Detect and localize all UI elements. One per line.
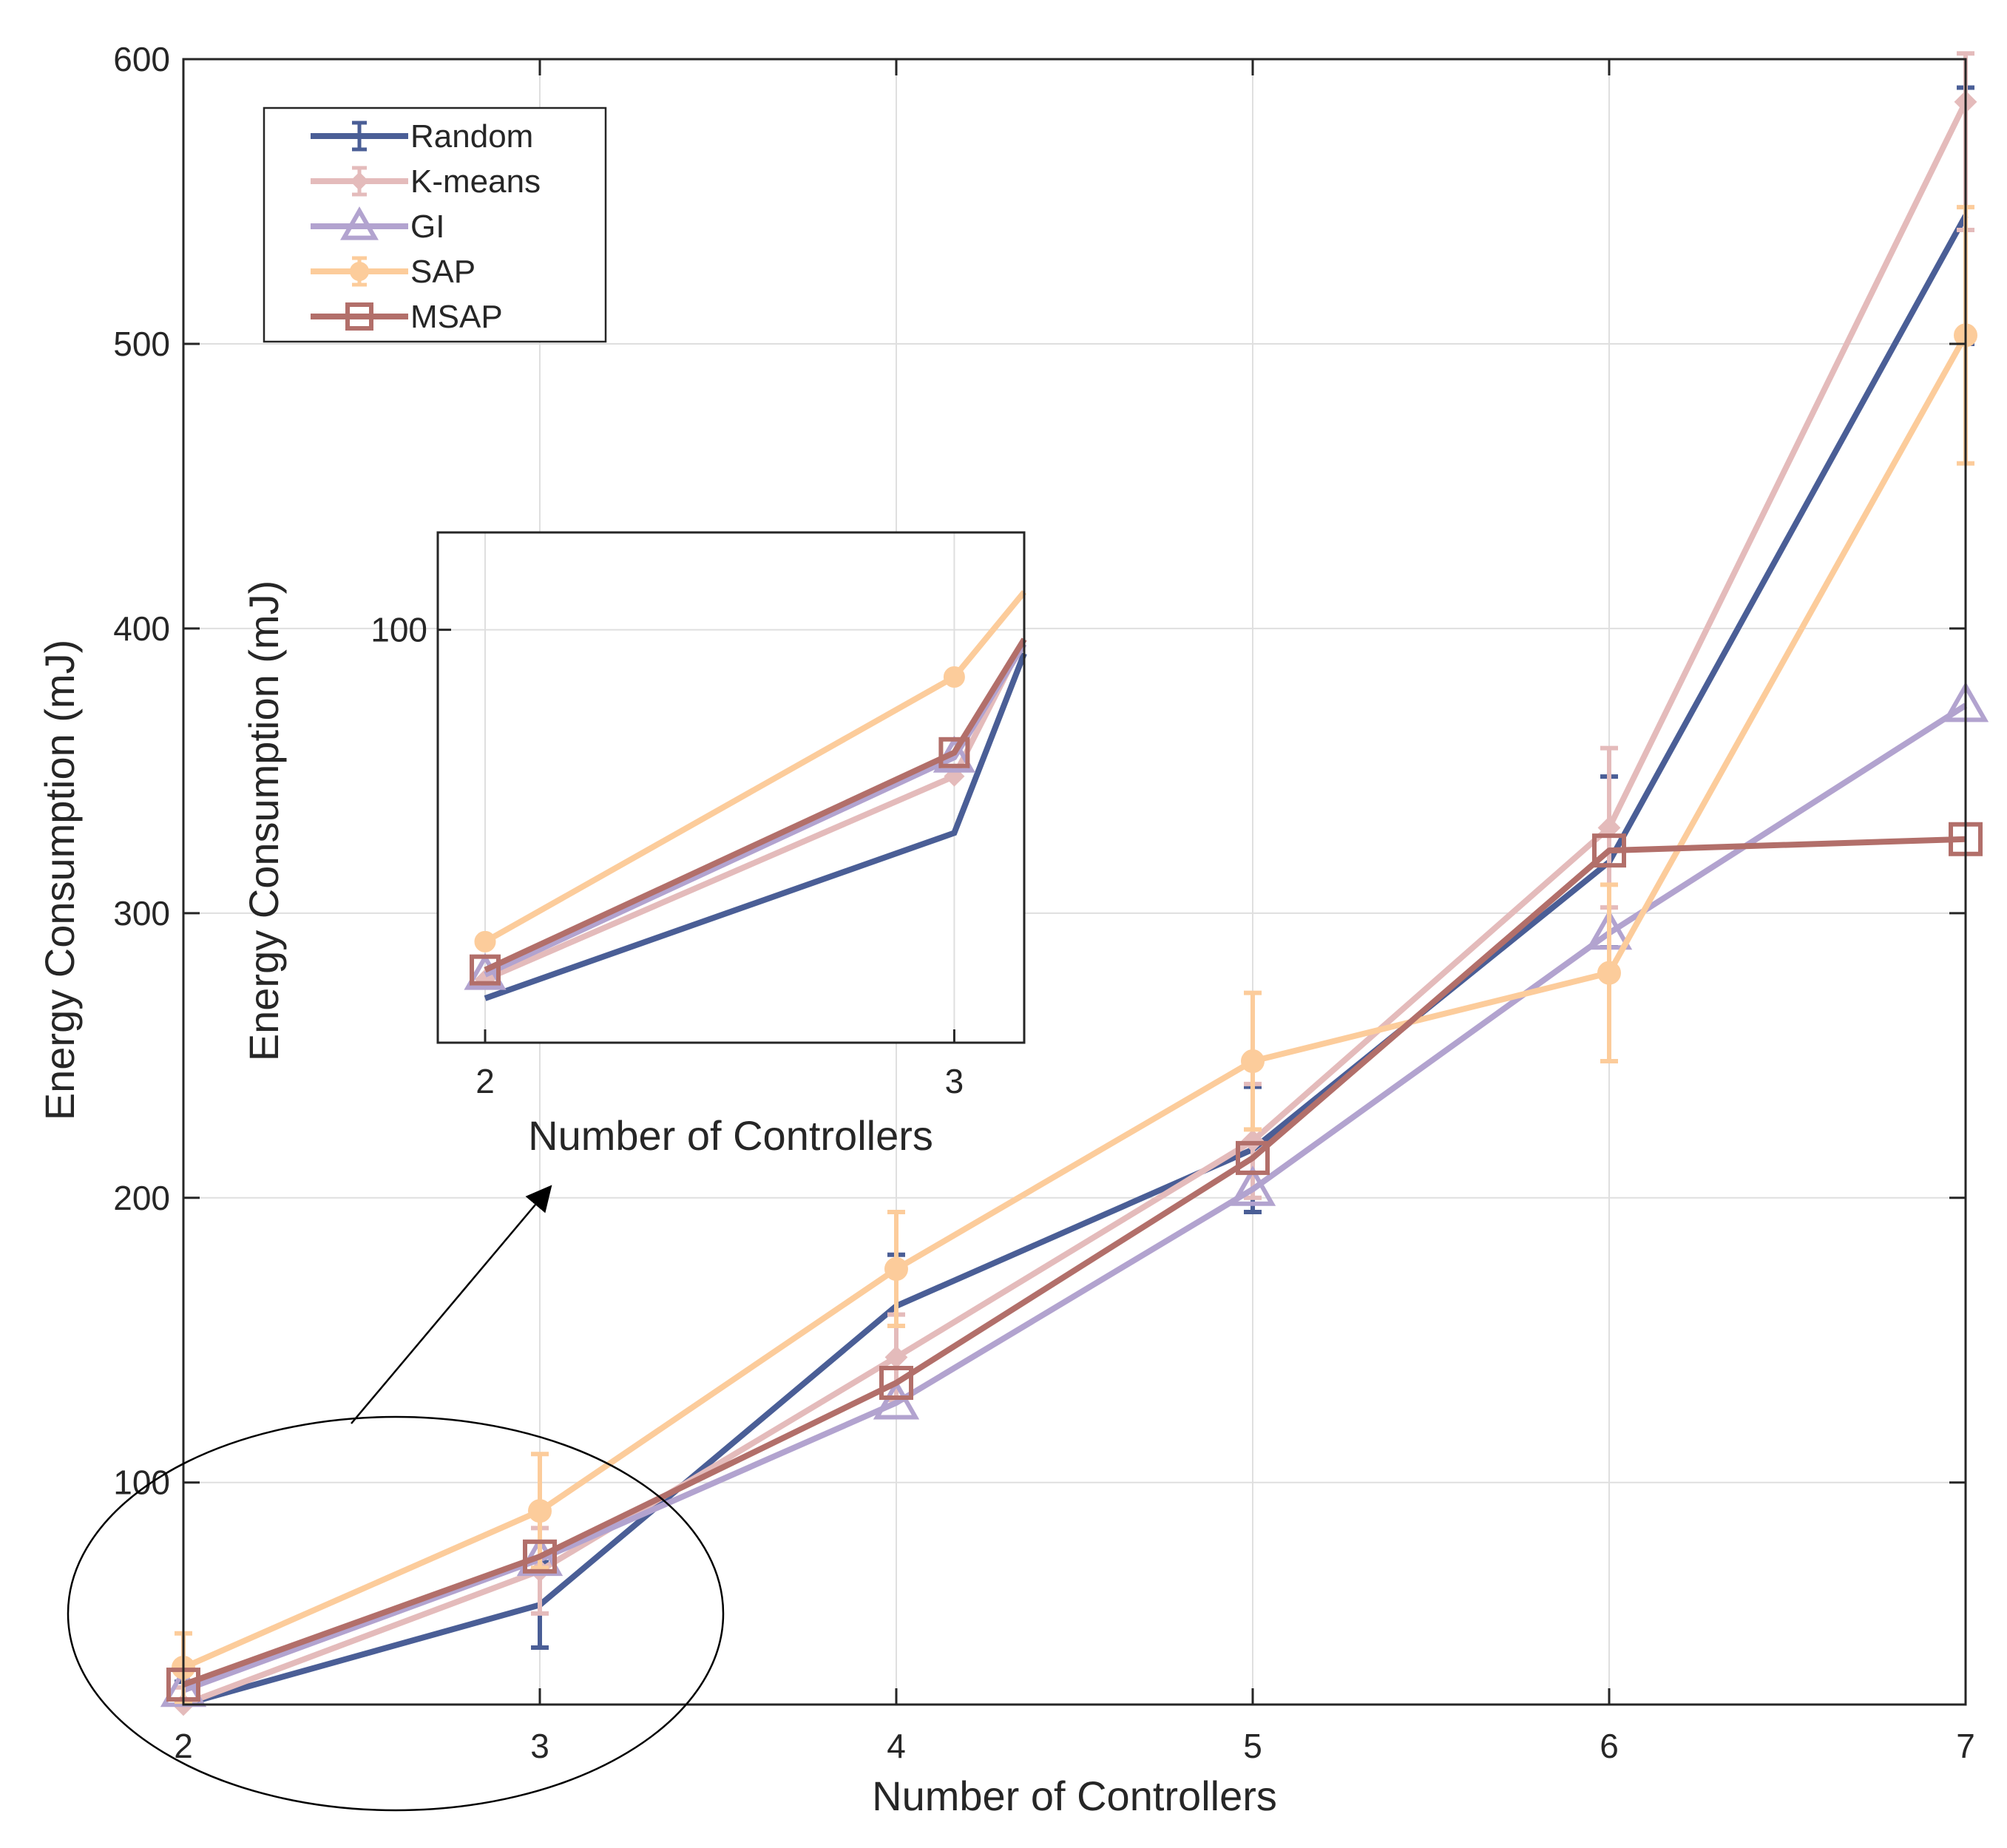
y-tick-label: 300 [113, 894, 170, 933]
legend-marker [350, 172, 369, 191]
series-line-random [182, 214, 1969, 1707]
y-tick-label: 100 [113, 1463, 170, 1502]
legend-label-gi: GI [410, 209, 444, 245]
y-tick-label: 500 [113, 325, 170, 363]
inset-line-random [484, 652, 1027, 1001]
data-point-k-means [1241, 1129, 1265, 1153]
y-tick-label: 200 [113, 1179, 170, 1217]
inset-y-tick-label: 100 [370, 611, 427, 649]
inset-y-axis-label: Energy Consumption (mJ) [240, 581, 287, 1061]
x-axis-label: Number of Controllers [872, 1773, 1277, 1819]
data-point-msap [1592, 833, 1626, 868]
inset-point-msap [938, 737, 970, 768]
y-axis-label: Energy Consumption (mJ) [36, 640, 83, 1120]
zoom-ellipse [67, 1415, 725, 1812]
data-point-gi [873, 1378, 920, 1420]
legend-entry-k-means: K-means [311, 163, 541, 200]
inset-point-msap [470, 954, 501, 986]
legend-label-random: Random [410, 118, 533, 155]
x-tick-label: 6 [1600, 1727, 1619, 1765]
legend-entry-msap: MSAP [311, 299, 503, 335]
main-ticks: 2 3 4 5 6 7 100 200 300 400 500 600 [113, 40, 1975, 1765]
data-point-sap [1597, 961, 1621, 985]
inset-point-sap [474, 930, 496, 952]
inset-x-tick-label: 3 [945, 1062, 964, 1100]
main-plot-frame [182, 58, 1967, 1706]
x-tick-label: 2 [174, 1727, 193, 1765]
inset-x-tick-label: 2 [475, 1062, 495, 1100]
inset-line-msap [484, 637, 1027, 973]
legend-label-sap: SAP [410, 254, 475, 290]
inset-series-random [484, 652, 1027, 1001]
series-line-gi [182, 703, 1968, 1693]
inset-series-msap [470, 637, 1027, 986]
series-line-k-means [182, 100, 1969, 1707]
data-point-sap [884, 1257, 908, 1282]
y-tick-label: 400 [113, 609, 170, 648]
series-line-sap [182, 334, 1969, 1671]
legend-label-msap: MSAP [410, 299, 503, 335]
legend-marker [350, 262, 369, 281]
legend-label-k-means: K-means [410, 163, 541, 200]
legend-entry-sap: SAP [311, 254, 475, 290]
inset-plot-frame [436, 531, 1026, 1044]
inset-x-axis-label: Number of Controllers [528, 1112, 933, 1159]
x-tick-label: 7 [1956, 1727, 1975, 1765]
zoom-arrow [351, 1185, 552, 1424]
x-tick-label: 5 [1243, 1727, 1262, 1765]
x-tick-label: 4 [887, 1727, 906, 1765]
inset-ticks: 2 3 100 [370, 611, 964, 1100]
series-line-msap [182, 836, 1966, 1688]
inset-point-gi [464, 952, 507, 990]
y-tick-label: 600 [113, 40, 170, 78]
data-point-msap [523, 1539, 557, 1574]
data-point-sap [528, 1499, 552, 1523]
data-point-k-means [1597, 816, 1621, 839]
legend-marker [345, 302, 373, 331]
legend-entry-gi: GI [311, 206, 444, 245]
x-tick-label: 3 [530, 1727, 549, 1765]
data-point-msap [1236, 1140, 1270, 1175]
data-point-sap [1241, 1049, 1265, 1074]
legend: Random K-means GI SAP MSAP [263, 106, 607, 343]
inset-plot-area [438, 532, 1024, 1043]
data-point-msap [879, 1366, 913, 1401]
data-point-gi [1229, 1165, 1276, 1206]
inset-series-sap [474, 590, 1027, 952]
inset-point-sap [943, 666, 965, 688]
legend-entry-random: Random [311, 118, 533, 155]
legend-marker [340, 206, 379, 240]
inset-series-group [464, 590, 1027, 1001]
